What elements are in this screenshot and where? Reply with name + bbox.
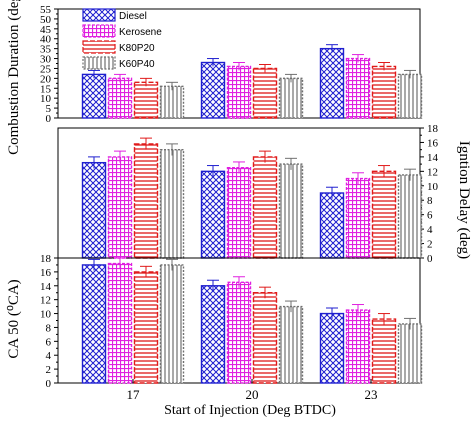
bar-kerosene-23	[345, 177, 371, 259]
y-tick-label: 55	[40, 4, 52, 16]
legend-swatch-k60p40	[82, 56, 116, 70]
legend-swatch-k80p20	[82, 40, 116, 54]
bar-k60p40-20	[278, 77, 304, 119]
bar-kerosene-23	[345, 309, 371, 384]
bar-k80p20-20	[252, 156, 278, 259]
y-tick-label: 4	[427, 224, 433, 236]
y-tick-label: 12	[427, 166, 438, 178]
bar-diesel-17	[81, 161, 107, 259]
y-tick-label: 10	[40, 309, 52, 321]
y-tick-label: 18	[40, 253, 52, 265]
bar-kerosene-20	[226, 167, 252, 259]
bar-diesel-17	[81, 73, 107, 119]
y-tick-label: 45	[40, 24, 52, 36]
x-tick-label: 20	[246, 387, 259, 402]
y-tick-label: 0	[46, 113, 52, 125]
bar-diesel-20	[200, 61, 226, 119]
y-tick-label: 6	[46, 336, 52, 348]
y-tick-label: 8	[46, 322, 52, 334]
panels-layer: 0510152025303540455055024681012141618024…	[40, 4, 439, 402]
y-tick-label: 30	[40, 54, 52, 66]
bar-k60p40-20	[278, 163, 304, 259]
bar-k60p40-17	[159, 264, 185, 384]
y-tick-label: 10	[427, 181, 439, 193]
legend-label-k60p40: K60P40	[119, 59, 155, 70]
y-tick-label: 12	[40, 295, 51, 307]
y-tick-label: 18	[427, 123, 439, 135]
bar-k80p20-17	[133, 81, 159, 119]
bar-kerosene-17	[107, 77, 133, 119]
bar-diesel-20	[200, 170, 226, 259]
bar-k80p20-17	[133, 271, 159, 384]
y-tick-label: 50	[40, 14, 52, 26]
legend-label-diesel: Diesel	[119, 11, 147, 22]
y-tick-label: 0	[427, 253, 433, 265]
x-tick-label: 23	[365, 387, 378, 402]
y-tick-label: 4	[46, 350, 52, 362]
bar-k60p40-23	[397, 73, 423, 119]
bar-k60p40-23	[397, 174, 423, 259]
y-tick-label: 25	[40, 63, 52, 75]
bar-kerosene-20	[226, 281, 252, 384]
y-tick-label: 35	[40, 44, 52, 56]
bar-kerosene-23	[345, 57, 371, 119]
y-tick-label: 8	[427, 195, 433, 207]
y-tick-label: 40	[40, 34, 52, 46]
x-tick-label: 17	[127, 387, 141, 402]
y-tick-label: 0	[46, 378, 52, 390]
bar-k60p40-17	[159, 148, 185, 259]
bar-k80p20-23	[371, 170, 397, 259]
bar-k80p20-20	[252, 292, 278, 384]
y-tick-label: 14	[40, 281, 52, 293]
bar-diesel-20	[200, 285, 226, 384]
bar-k60p40-17	[159, 85, 185, 119]
bar-kerosene-20	[226, 65, 252, 119]
y-tick-label: 16	[40, 267, 52, 279]
legend-label-k80p20: K80P20	[119, 43, 155, 54]
legend-label-kerosene: Kerosene	[119, 27, 162, 38]
bar-diesel-23	[319, 192, 345, 259]
bar-kerosene-17	[107, 262, 133, 384]
bar-diesel-23	[319, 312, 345, 384]
panel-2: 0 2 4 6 8 10 12 14 16 18	[57, 123, 439, 265]
ylabel-ignition-delay: Igntion Delay (deg)	[456, 141, 472, 259]
bar-diesel-23	[319, 47, 345, 119]
y-tick-label: 20	[40, 73, 52, 85]
legend-swatch-kerosene	[82, 24, 116, 38]
bar-k80p20-23	[371, 318, 397, 384]
bar-kerosene-17	[107, 156, 133, 259]
y-tick-label: 2	[46, 364, 52, 376]
bar-k80p20-17	[133, 143, 159, 259]
y-tick-label: 16	[427, 137, 439, 149]
y-tick-label: 10	[40, 93, 52, 105]
legend: Diesel Kerosene K80P20 K60P40	[82, 8, 162, 70]
y-tick-label: 2	[427, 239, 433, 251]
ylabel-ca50: CA 50 (⁰CA)	[6, 279, 22, 358]
y-tick-label: 6	[427, 210, 433, 222]
legend-swatch-diesel	[82, 8, 116, 22]
panel-3: 0 2 4 6 810 12 14 16 18	[40, 253, 423, 390]
bar-k80p20-20	[252, 67, 278, 119]
xlabel: Start of Injection (Deg BTDC)	[164, 403, 336, 418]
bar-diesel-17	[81, 264, 107, 384]
y-tick-label: 14	[427, 152, 439, 164]
bar-k60p40-23	[397, 323, 423, 384]
y-tick-label: 5	[46, 103, 52, 115]
bar-k80p20-23	[371, 65, 397, 119]
y-tick-label: 15	[40, 83, 52, 95]
ylabel-combustion-duration: Combustion Duration (deg)	[6, 0, 22, 155]
bar-k60p40-20	[278, 305, 304, 384]
